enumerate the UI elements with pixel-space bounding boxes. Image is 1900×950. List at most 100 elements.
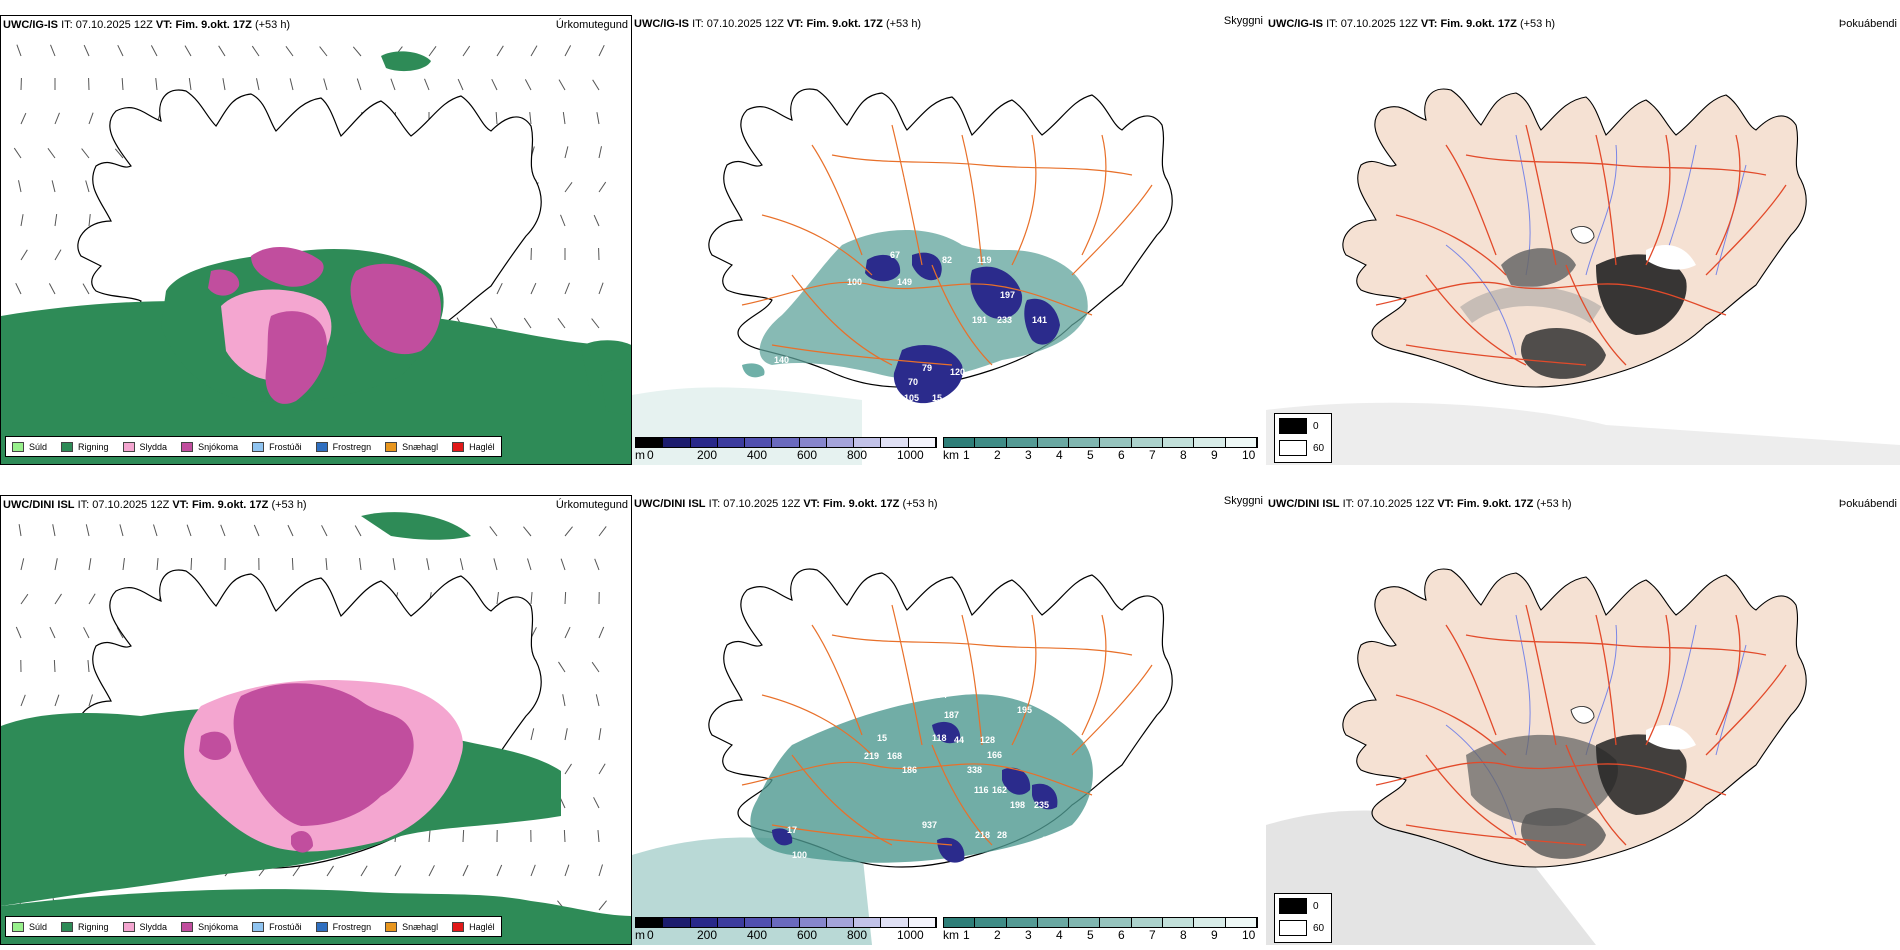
wind-barb (595, 694, 600, 707)
colorbar-tick: 8 (1180, 448, 1187, 462)
legend-item: Frostúði (252, 921, 302, 932)
wind-barb (457, 78, 464, 91)
wind-barb (530, 728, 535, 741)
wind-barb (285, 45, 294, 57)
road-line (1081, 134, 1107, 256)
wind-barb (54, 593, 62, 605)
wind-barb (424, 78, 430, 91)
colorbar-segment (636, 918, 664, 927)
visibility-unit-bottom: km (943, 928, 959, 942)
road-line (1071, 664, 1153, 756)
cloud-base-value: 187 (944, 710, 960, 720)
legend-label: Súld (29, 921, 48, 932)
cloud-base-value: 198 (1010, 800, 1026, 810)
wind-barb (54, 694, 60, 707)
colorbar-segment (1069, 918, 1101, 927)
colorbar-segment (881, 918, 909, 927)
wind-barb (462, 864, 469, 877)
wind-barb (88, 558, 92, 571)
wind-barb (564, 45, 572, 57)
wind-barb (289, 78, 294, 91)
cloud-base-value: 15 (877, 733, 888, 743)
road-line (1595, 134, 1617, 266)
wind-barb (88, 112, 94, 125)
visibility-map-bottom (632, 568, 1173, 945)
wind-barb (564, 728, 568, 741)
road-line (1445, 624, 1497, 736)
wind-barb (53, 659, 56, 673)
cloud-base-value: 338 (967, 765, 983, 775)
wind-barb (596, 112, 600, 125)
legend-label: Snæhagl (402, 921, 439, 932)
legend-label: Rigning (78, 441, 109, 452)
road-line (1565, 744, 1627, 846)
fog-legend-value: 60 (1313, 442, 1325, 454)
road-line (1705, 664, 1787, 756)
wind-barb (47, 147, 56, 159)
legend-swatch (385, 921, 398, 932)
colorbar-segment (1069, 438, 1101, 447)
legend-item: Haglél (452, 441, 495, 452)
colorbar-tick: 10 (1242, 928, 1256, 942)
colorbar-segment (690, 438, 718, 447)
wind-barb (530, 592, 533, 605)
wind-barb (527, 558, 532, 571)
legend-swatch (61, 441, 74, 452)
colorbar-segment (1006, 438, 1038, 447)
road-line (1425, 274, 1527, 366)
road-line (1011, 614, 1037, 746)
cloud-base-value: 75 (1057, 345, 1068, 355)
colorbar-segment (1194, 438, 1226, 447)
colorbar-segment (908, 438, 936, 447)
snow-area-top (251, 246, 324, 287)
wind-barb (15, 282, 22, 295)
wind-barb (359, 558, 362, 571)
wind-barb (564, 282, 570, 295)
road-line (961, 134, 983, 266)
fog-legend-swatch (1279, 418, 1307, 434)
legend-label: Frostúði (269, 921, 302, 932)
wind-barb (591, 318, 600, 329)
wind-barb (326, 865, 334, 877)
cloud-base-value: 166 (987, 750, 1003, 760)
wind-barb (462, 45, 471, 57)
visibility-panel-top: UWC/IG-IS IT: 07.10.2025 12Z VT: Fim. 9.… (632, 15, 1266, 465)
cloud-base-value: 67 (890, 250, 901, 260)
wind-barb (251, 45, 260, 57)
river-line (1585, 144, 1618, 276)
precip-legend-bottom: Súld Rigning Slydda Snjókoma Frostúði Frostre… (5, 916, 502, 937)
legend-label: Frostúði (269, 441, 302, 452)
fog-legend-swatch (1279, 898, 1307, 914)
wind-barb (598, 526, 607, 537)
colorbar-segment (1037, 918, 1070, 927)
colorbar-tick: 5 (1087, 448, 1094, 462)
visibility-panel-bottom: UWC/DINI ISL IT: 07.10.2025 12Z VT: Fim.… (632, 495, 1266, 945)
road-line (761, 214, 873, 276)
road-line (741, 281, 1093, 316)
wind-barb (253, 524, 260, 537)
road-line (1715, 614, 1741, 736)
cloud-base-value: 105 (904, 393, 920, 403)
colorbar-segment (636, 438, 664, 447)
wind-barb (54, 112, 60, 125)
wind-barb (529, 112, 532, 125)
road-line (1525, 124, 1557, 266)
header-top-fog: UWC/IG-IS IT: 07.10.2025 12Z VT: Fim. 9.… (1268, 18, 1556, 30)
wind-barb (292, 865, 301, 877)
colorbar-tick: 6 (1118, 448, 1125, 462)
cloud-base-value: 149 (897, 277, 913, 287)
legend-label: Haglél (469, 921, 495, 932)
colorbar-segment (717, 438, 746, 447)
cloud-base-value: 116 (974, 785, 989, 795)
colorbar-tick: 1000 (897, 448, 924, 462)
colorbar-tick: 1 (963, 928, 970, 942)
wind-barb (82, 283, 90, 295)
wind-barb (184, 45, 192, 57)
wind-barb (598, 44, 605, 57)
wind-barb (51, 180, 56, 193)
wind-barb (220, 524, 226, 537)
cloud-base-value: 191 (972, 315, 988, 325)
road-line (1565, 264, 1627, 366)
colorbar-tick: 3 (1025, 928, 1032, 942)
cloud-base-value: 44 (954, 735, 965, 745)
